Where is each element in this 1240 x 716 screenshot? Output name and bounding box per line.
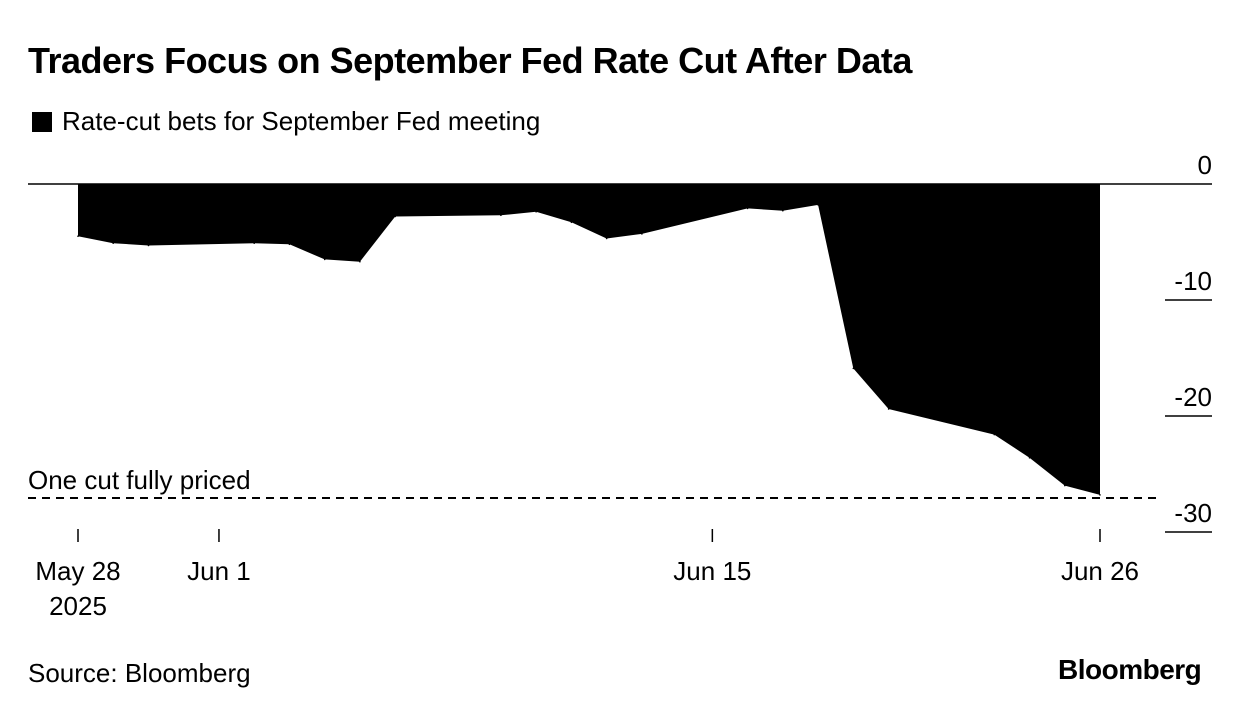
legend: Rate-cut bets for September Fed meeting <box>32 106 540 137</box>
data-point-7 <box>394 215 397 218</box>
data-point-14 <box>782 209 784 212</box>
area-layer <box>77 184 1101 496</box>
data-point-12 <box>641 233 643 235</box>
y-tick-label-2: -20 <box>1174 382 1212 412</box>
brand-logo: Bloomberg <box>1058 654 1202 685</box>
data-point-2 <box>147 244 150 247</box>
legend-label: Rate-cut bets for September Fed meeting <box>62 106 541 136</box>
reference-label-0: One cut fully priced <box>28 465 251 495</box>
y-tick-label-0: 0 <box>1198 150 1212 180</box>
data-point-18 <box>993 433 996 436</box>
y-tick-label-1: -10 <box>1174 266 1212 296</box>
data-point-13 <box>746 207 749 210</box>
data-point-1 <box>112 242 114 244</box>
data-point-16 <box>852 367 855 370</box>
data-point-3 <box>253 242 255 244</box>
source-note: Source: Bloomberg <box>28 658 251 688</box>
x-tick-sublabel-0: 2025 <box>49 591 107 621</box>
y-tick-label-3: -30 <box>1174 498 1212 528</box>
data-point-9 <box>535 211 537 213</box>
reference-layer: One cut fully priced <box>28 465 1162 499</box>
x-tick-label-1: Jun 1 <box>187 556 251 586</box>
data-point-19 <box>1028 457 1031 459</box>
legend-swatch <box>32 111 52 132</box>
data-point-11 <box>605 237 608 240</box>
y-axis: 0 -10 -20 -30 <box>28 150 1212 533</box>
x-tick-label-2: Jun 15 <box>673 556 751 586</box>
x-axis: May 28 2025 Jun 1 Jun 15 Jun 26 <box>35 529 1139 621</box>
data-point-8 <box>500 214 502 217</box>
data-point-0 <box>77 235 79 237</box>
data-point-20 <box>1064 484 1066 487</box>
x-tick-label-0: May 28 <box>35 556 120 586</box>
data-point-6 <box>359 260 361 263</box>
data-point-17 <box>887 408 890 410</box>
area-series-0 <box>78 184 1100 495</box>
data-point-10 <box>570 221 573 224</box>
data-point-4 <box>288 243 291 246</box>
chart-title: Traders Focus on September Fed Rate Cut … <box>28 40 912 81</box>
data-point-21 <box>1099 494 1101 496</box>
data-point-15 <box>817 204 819 206</box>
data-point-5 <box>323 258 326 261</box>
x-tick-label-3: Jun 26 <box>1061 556 1139 586</box>
